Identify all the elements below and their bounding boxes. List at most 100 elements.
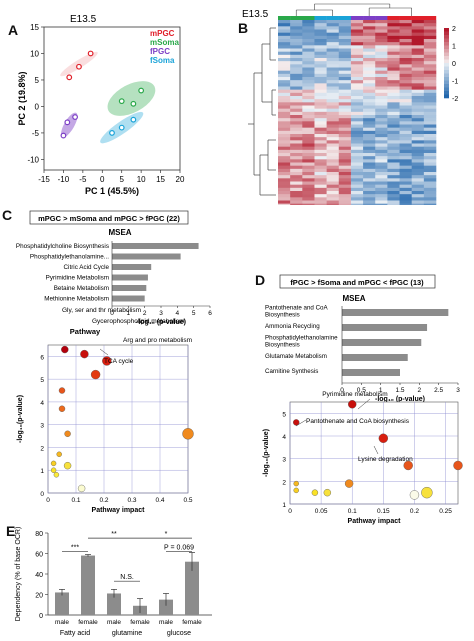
heatmap-cell [314, 118, 327, 122]
heatmap-cell [411, 175, 425, 179]
heatmap-cell [387, 121, 400, 125]
heatmap-cell [399, 77, 412, 81]
heatmap-cell [350, 149, 364, 154]
heatmap-cell [399, 102, 412, 106]
scatter-point [50, 467, 57, 473]
heatmap-cell [278, 197, 291, 201]
heatmap-cell [399, 89, 412, 94]
heatmap-cell [387, 45, 400, 49]
heatmap-cell [423, 197, 437, 201]
heatmap-cell [387, 165, 400, 170]
heatmap-cell [326, 58, 340, 62]
heatmap-cell [375, 48, 388, 52]
heatmap-cell [326, 70, 340, 75]
heatmap-cell [387, 175, 400, 179]
heatmap-cell [399, 35, 412, 40]
heatmap-cell [387, 32, 400, 37]
heatmap-cell [278, 178, 291, 182]
heatmap-cell [326, 137, 340, 141]
heatmap-cell [326, 146, 340, 151]
heatmap-cell [302, 45, 315, 49]
header-box [279, 274, 436, 289]
heatmap-cell [350, 121, 364, 125]
y-axis-label: -log₁₀(p-value) [263, 429, 270, 477]
heatmap-cell [363, 32, 376, 37]
heatmap-cell [290, 83, 303, 87]
data-point-mPGC [66, 74, 73, 81]
heatmap-cell [399, 134, 412, 138]
heatmap-cell [302, 146, 315, 151]
heatmap-cell [314, 197, 327, 201]
heatmap-cell [326, 102, 340, 106]
group-color-bar [338, 16, 352, 20]
heatmap-cell [338, 73, 352, 78]
heatmap-cell [411, 184, 425, 189]
heatmap-cell [278, 99, 291, 103]
pathway-annotation: Arg and pro metabolism [123, 337, 192, 344]
heatmap-cell [387, 26, 400, 30]
panel-e: E 0 20 40 60 80 male female male female male femal… [0, 515, 250, 641]
heatmap-cell [423, 153, 437, 157]
x-tick-label: 5 [119, 175, 124, 184]
heatmap-cell [387, 77, 400, 81]
heatmap-cell [338, 134, 352, 138]
heatmap-cell [278, 96, 291, 100]
heatmap-cell [411, 162, 425, 166]
heatmap-cell [302, 96, 315, 100]
scatter-point [453, 460, 463, 471]
heatmap-cell [278, 134, 291, 138]
y-tick-label: 0 [40, 491, 44, 498]
color-scale-segment [444, 80, 449, 85]
heatmap-cell [338, 58, 352, 62]
heatmap-cell [375, 73, 388, 78]
bar [112, 274, 148, 281]
heatmap-cell [423, 35, 437, 40]
heatmap-cell [423, 124, 437, 128]
sig-glucose-label: P = 0.069 [164, 544, 194, 551]
panel-letter: A [8, 22, 19, 38]
heatmap-cell [338, 54, 352, 59]
bar-x-tick-label: 6 [208, 310, 212, 317]
heatmap-cell [302, 23, 315, 27]
heatmap-cell [302, 172, 315, 176]
heatmap-cell [411, 58, 425, 62]
heatmap-cell [314, 45, 327, 49]
plot-title: E13.5 [242, 9, 269, 20]
heatmap-cell [411, 61, 425, 65]
heatmap-cell [290, 42, 303, 46]
heatmap-cell [338, 61, 352, 65]
heatmap-cell [350, 130, 364, 135]
x-tick-label: 0.2 [410, 508, 419, 515]
x-tick-label: 0.5 [183, 497, 192, 504]
scatter-point [293, 419, 300, 426]
heatmap-cell [363, 77, 376, 81]
heatmap-cell [278, 159, 291, 163]
heatmap-cell [363, 134, 376, 138]
heatmap-cell [363, 137, 376, 141]
heatmap-cell [290, 61, 303, 65]
heatmap-cell [326, 134, 340, 138]
heatmap-cell [290, 118, 303, 122]
group-color-bar [278, 16, 291, 20]
heatmap-cell [338, 175, 352, 179]
heatmap-cell [423, 149, 437, 154]
x-tick-label: 0.4 [155, 497, 164, 504]
heatmap-cell [375, 187, 388, 192]
panel-letter: E [6, 523, 16, 539]
heatmap-cell [387, 168, 400, 173]
heatmap-cell [375, 51, 388, 56]
heatmap-cell [290, 70, 303, 75]
annotation-leader [357, 398, 371, 410]
heatmap-cell [326, 96, 340, 100]
heatmap-cell [399, 108, 412, 113]
data-point-fPGC [64, 119, 71, 126]
heatmap-cell [399, 51, 412, 56]
msea-title: MSEA [342, 294, 365, 303]
heatmap-cell [423, 175, 437, 179]
heatmap-cell [375, 194, 388, 198]
bar [112, 285, 147, 291]
heatmap-cell [278, 105, 291, 109]
heatmap-cell [423, 187, 437, 192]
heatmap-cell [314, 73, 327, 78]
heatmap-cell [411, 111, 425, 116]
